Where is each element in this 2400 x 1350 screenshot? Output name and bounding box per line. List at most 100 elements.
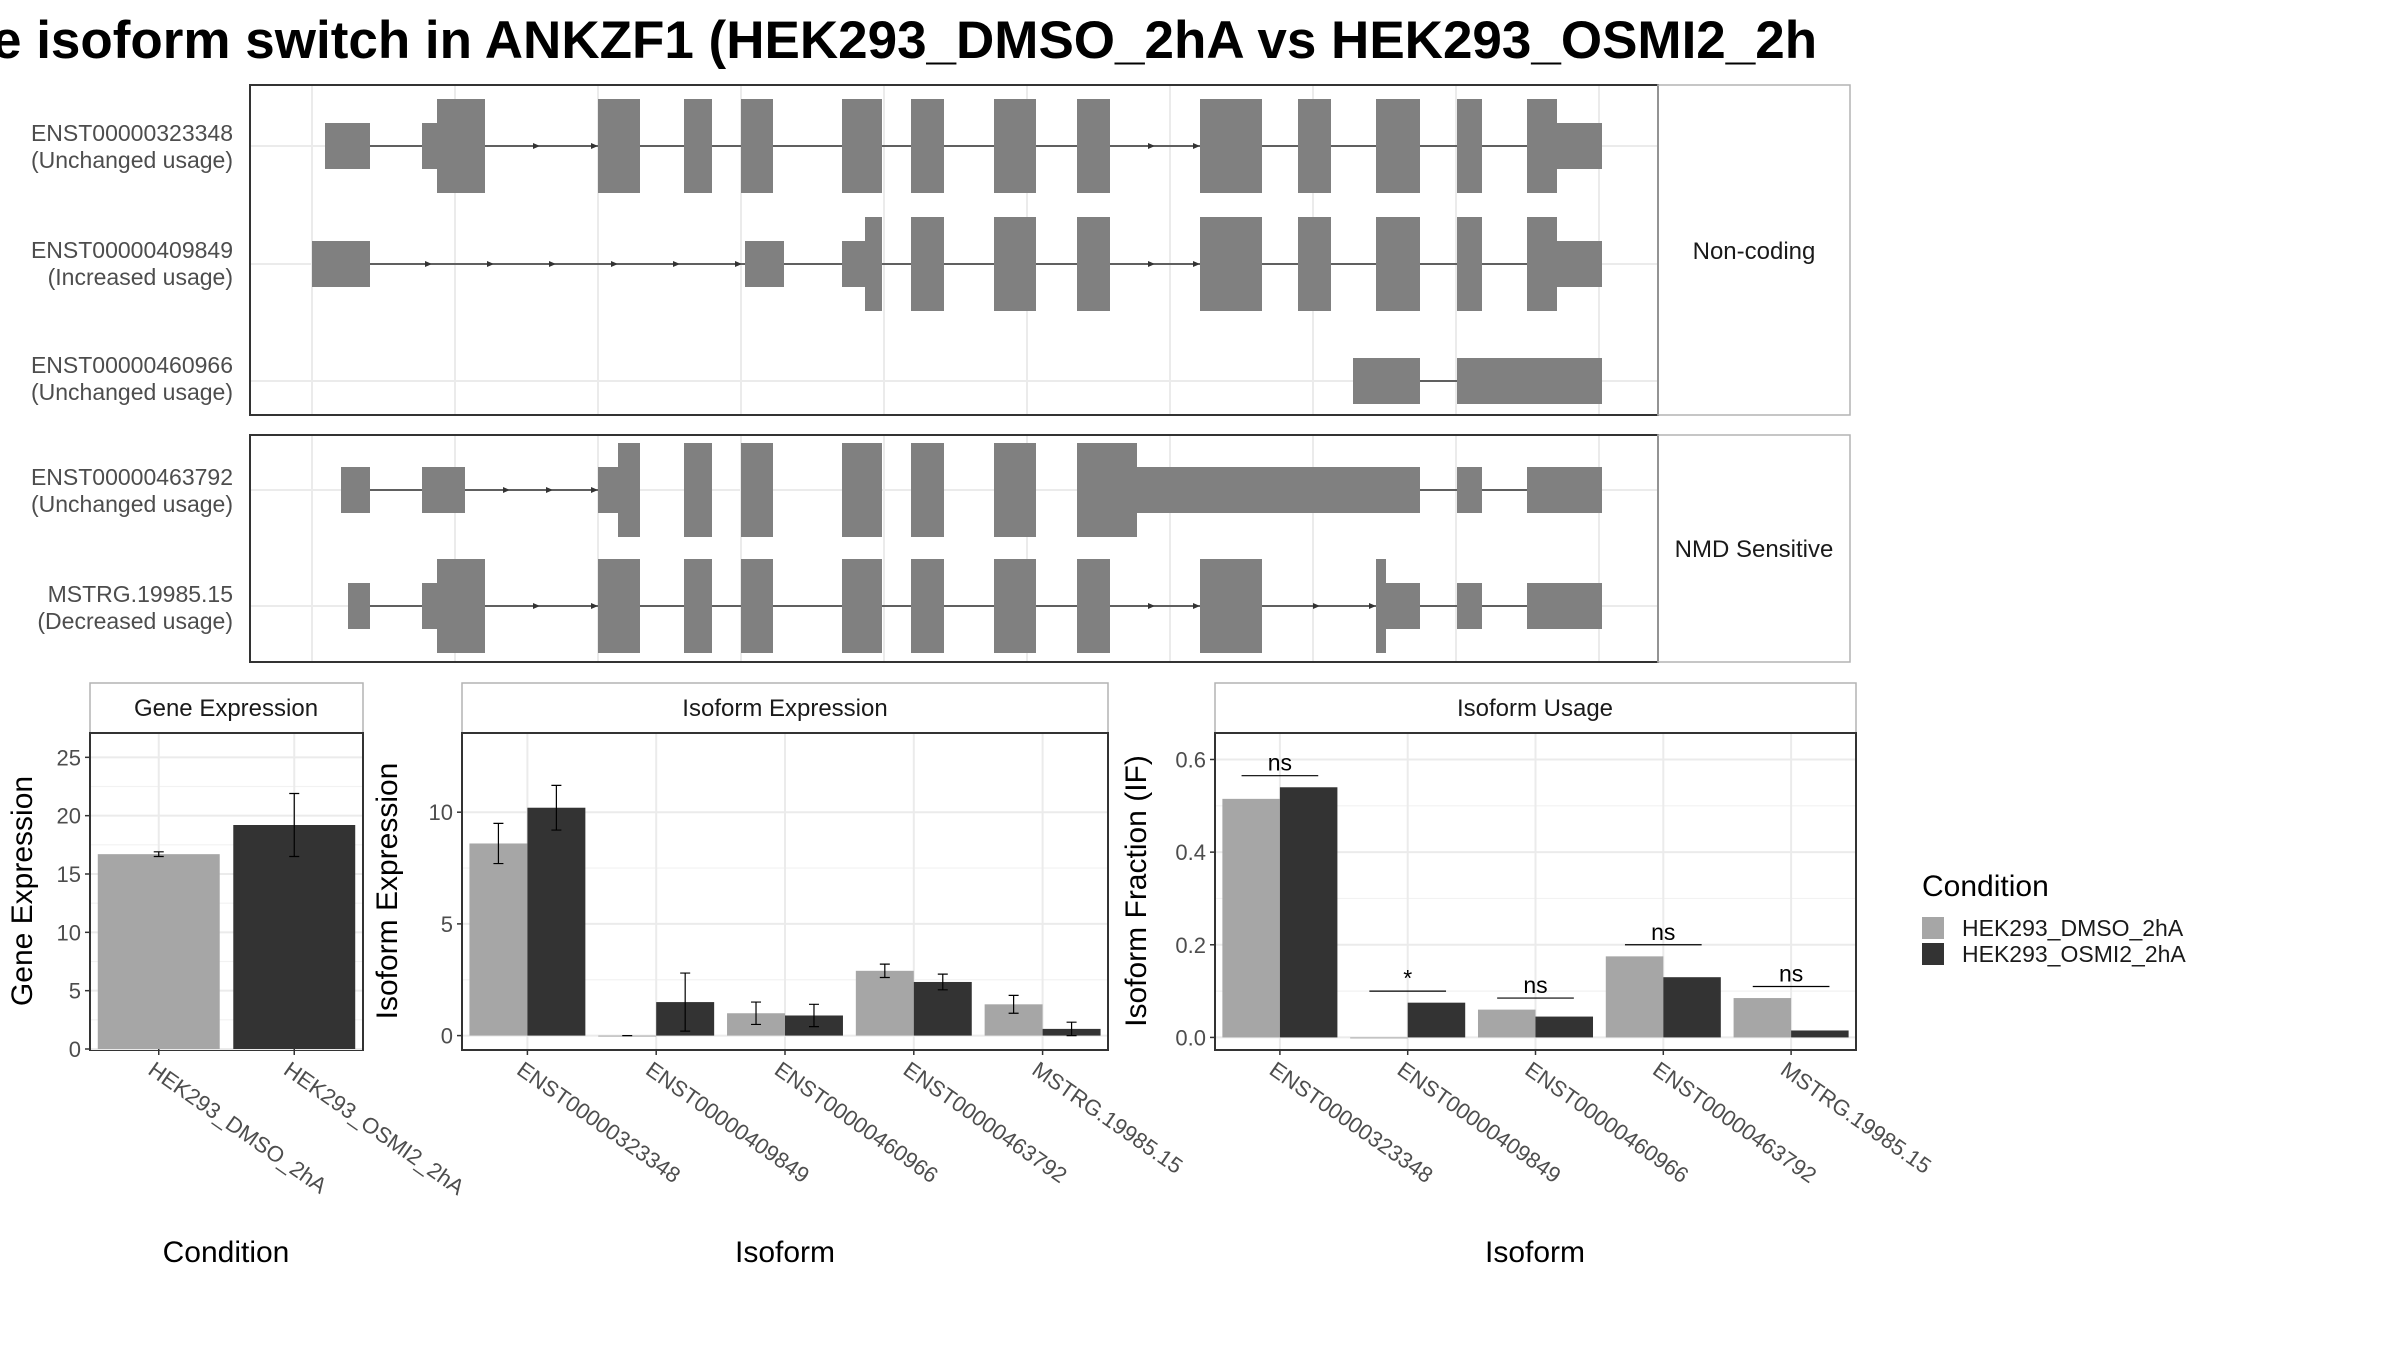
exon-block bbox=[911, 99, 944, 193]
exon-block bbox=[312, 241, 370, 287]
exon-block bbox=[1376, 99, 1420, 193]
significance-label: ns bbox=[1779, 960, 1803, 986]
exon-block bbox=[911, 559, 944, 653]
error-bar bbox=[808, 1003, 819, 1028]
y-tick-label: 10 bbox=[57, 920, 81, 945]
isoform-label-usage: (Unchanged usage) bbox=[31, 379, 233, 405]
strip-noncoding-label: Non-coding bbox=[1693, 238, 1816, 265]
intron-arrow bbox=[591, 143, 598, 149]
data-bar bbox=[233, 825, 356, 1049]
exon-block bbox=[1557, 241, 1602, 287]
exon-block bbox=[1077, 99, 1110, 193]
intron-arrow bbox=[1369, 603, 1376, 609]
intron-arrow bbox=[673, 261, 680, 267]
strip-noncoding-box bbox=[1657, 84, 1851, 416]
exon-block bbox=[745, 241, 784, 287]
error-bar bbox=[937, 973, 948, 991]
intron-arrow bbox=[591, 487, 598, 493]
y-tick-label: 10 bbox=[429, 800, 453, 825]
exon-block bbox=[1527, 99, 1557, 193]
exon-block bbox=[1077, 443, 1137, 537]
exon-block bbox=[684, 443, 712, 537]
isousage-x-axis-title: Isoform bbox=[1485, 1236, 1585, 1269]
error-bar bbox=[1066, 1021, 1077, 1037]
y-tick-label: 5 bbox=[441, 912, 453, 937]
y-tick-label: 0.2 bbox=[1175, 933, 1206, 958]
exon-block bbox=[994, 217, 1036, 311]
isoform-label-id: ENST00000409849 bbox=[31, 237, 233, 263]
intron-arrow bbox=[425, 261, 432, 267]
isoform-label-usage: (Increased usage) bbox=[48, 264, 233, 290]
exon-block bbox=[1527, 583, 1602, 629]
error-bar bbox=[153, 851, 164, 858]
legend-swatch-dmso bbox=[1922, 917, 1944, 939]
exon-block bbox=[422, 467, 465, 513]
exon-block bbox=[865, 217, 882, 311]
isoform-label-id: ENST00000463792 bbox=[31, 464, 233, 490]
intron-arrow bbox=[533, 603, 540, 609]
exon-block bbox=[1457, 467, 1482, 513]
y-tick-label: 0.4 bbox=[1175, 840, 1206, 865]
exon-block bbox=[1137, 467, 1420, 513]
data-bar bbox=[527, 807, 586, 1036]
exon-block bbox=[341, 467, 370, 513]
intron-arrow bbox=[487, 261, 494, 267]
exon-block bbox=[1457, 358, 1602, 404]
exon-block bbox=[1457, 99, 1482, 193]
y-tick-label: 0 bbox=[69, 1037, 81, 1062]
gene-panel-title: Gene Expression bbox=[134, 695, 318, 722]
data-bar bbox=[1222, 798, 1280, 1038]
significance-label: ns bbox=[1523, 972, 1547, 998]
legend-swatch-osmi bbox=[1922, 943, 1944, 965]
intron-arrow bbox=[1148, 603, 1155, 609]
exon-block bbox=[598, 99, 640, 193]
exon-block bbox=[1376, 217, 1420, 311]
exon-block bbox=[911, 217, 944, 311]
exon-block bbox=[437, 559, 485, 653]
exon-block bbox=[994, 99, 1036, 193]
intron-arrow bbox=[1193, 261, 1200, 267]
intron-arrow bbox=[503, 487, 510, 493]
exon-block bbox=[1298, 217, 1331, 311]
intron-arrow bbox=[533, 143, 540, 149]
intron-arrow bbox=[1148, 261, 1155, 267]
y-tick-label: 5 bbox=[69, 979, 81, 1004]
data-bar bbox=[1350, 1037, 1408, 1039]
isoexp-x-axis-title: Isoform bbox=[735, 1236, 835, 1269]
exon-block bbox=[348, 583, 370, 629]
exon-block bbox=[422, 583, 437, 629]
isousage-panel-title: Isoform Usage bbox=[1457, 695, 1613, 722]
isoform-label-usage: (Unchanged usage) bbox=[31, 491, 233, 517]
exon-block bbox=[1527, 467, 1602, 513]
legend-label-dmso: HEK293_DMSO_2hA bbox=[1962, 915, 2184, 941]
exon-block bbox=[994, 443, 1036, 537]
exon-block bbox=[684, 559, 712, 653]
exon-block bbox=[598, 559, 640, 653]
exon-block bbox=[1200, 217, 1262, 311]
significance-label: ns bbox=[1268, 750, 1292, 776]
isoform-label-usage: (Unchanged usage) bbox=[31, 147, 233, 173]
exon-block bbox=[1386, 583, 1420, 629]
data-bar bbox=[1663, 977, 1721, 1038]
exon-block bbox=[741, 99, 773, 193]
exon-block bbox=[1457, 583, 1482, 629]
y-tick-label: 0.0 bbox=[1175, 1025, 1206, 1050]
y-tick-label: 15 bbox=[57, 862, 81, 887]
error-bar bbox=[551, 784, 562, 831]
intron-arrow bbox=[546, 487, 553, 493]
isoexp-y-axis-title: Isoform Expression bbox=[371, 763, 404, 1020]
strip-nmd-box bbox=[1657, 434, 1851, 663]
intron-arrow bbox=[611, 261, 618, 267]
exon-block bbox=[618, 443, 640, 537]
data-bar bbox=[1279, 787, 1338, 1038]
isoform-label-id: ENST00000323348 bbox=[31, 120, 233, 146]
isoexp-panel-title: Isoform Expression bbox=[682, 695, 887, 722]
significance-label: * bbox=[1403, 965, 1412, 991]
exon-block bbox=[1298, 99, 1331, 193]
exon-block bbox=[1200, 559, 1262, 653]
data-bar bbox=[1535, 1016, 1594, 1038]
significance-label: ns bbox=[1651, 919, 1675, 945]
error-bar bbox=[751, 1001, 762, 1026]
exon-block bbox=[994, 559, 1036, 653]
